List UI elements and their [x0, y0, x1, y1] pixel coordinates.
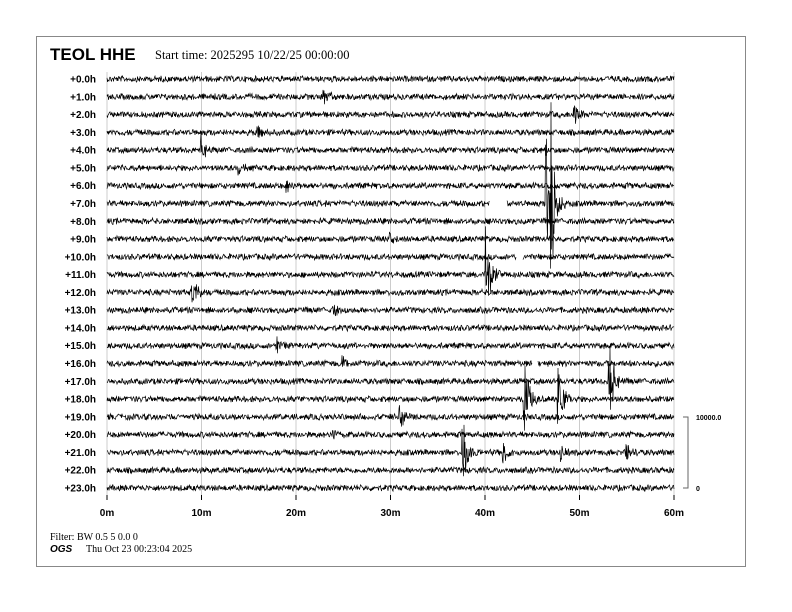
row-label: +5.0h [70, 163, 96, 174]
trace-5 [106, 163, 675, 176]
trace-6 [106, 180, 675, 193]
row-label: +16.0h [65, 359, 96, 370]
trace-20 [106, 429, 675, 440]
row-label: +21.0h [65, 448, 96, 459]
row-label: +9.0h [70, 235, 96, 246]
x-tick-label: 10m [191, 508, 211, 519]
row-label: +22.0h [65, 466, 96, 477]
trace-9 [106, 231, 675, 244]
trace-10 [106, 252, 675, 262]
trace-13 [106, 304, 675, 317]
filter-label: Filter: BW 0.5 5 0.0 0 [50, 532, 138, 543]
row-label: +13.0h [65, 306, 96, 317]
plot-frame [36, 36, 746, 567]
trace-23 [106, 483, 675, 493]
x-tick-label: 30m [380, 508, 400, 519]
row-label: +18.0h [65, 395, 96, 406]
trace-15 [106, 336, 675, 354]
x-tick-label: 50m [569, 508, 589, 519]
row-label: +15.0h [65, 341, 96, 352]
trace-8 [106, 216, 675, 226]
trace-21 [107, 424, 675, 477]
trace-18 [106, 365, 675, 431]
x-tick-label: 0m [100, 508, 115, 519]
agency-label: OGS [50, 544, 73, 555]
row-label: +23.0h [65, 484, 96, 495]
trace-1 [106, 89, 675, 105]
trace-11 [106, 226, 675, 296]
trace-22 [106, 465, 675, 475]
row-label: +2.0h [70, 110, 96, 121]
trace-4 [106, 132, 675, 158]
trace-0 [106, 74, 675, 84]
row-label: +19.0h [65, 412, 96, 423]
trace-3 [106, 125, 675, 138]
x-tick-label: 40m [475, 508, 495, 519]
row-label: +12.0h [65, 288, 96, 299]
trace-17 [106, 346, 675, 410]
row-label: +10.0h [65, 252, 96, 263]
printed-timestamp: Thu Oct 23 00:23:04 2025 [86, 544, 193, 555]
row-label: +11.0h [65, 270, 96, 281]
trace-12 [106, 284, 675, 303]
scale-label-bottom: 0 [696, 486, 700, 493]
trace-14 [106, 323, 675, 333]
trace-16 [106, 355, 675, 369]
start-time: Start time: 2025295 10/22/25 00:00:00 [155, 48, 350, 62]
trace-19 [106, 405, 675, 427]
row-label: +6.0h [70, 181, 96, 192]
x-tick-label: 20m [286, 508, 306, 519]
row-label: +14.0h [65, 323, 96, 334]
x-tick-label: 60m [664, 508, 684, 519]
station-title: TEOL HHE [50, 45, 136, 64]
row-label: +3.0h [70, 128, 96, 139]
row-label: +0.0h [70, 75, 96, 86]
trace-2 [106, 105, 675, 124]
row-label: +17.0h [65, 377, 96, 388]
row-label: +4.0h [70, 146, 96, 157]
row-label: +8.0h [70, 217, 96, 228]
row-label: +1.0h [70, 92, 96, 103]
scale-bar [683, 416, 689, 489]
scale-label-top: 10000.0 [696, 415, 721, 422]
row-label: +7.0h [70, 199, 96, 210]
trace-7 [106, 102, 675, 269]
row-label: +20.0h [65, 430, 96, 441]
